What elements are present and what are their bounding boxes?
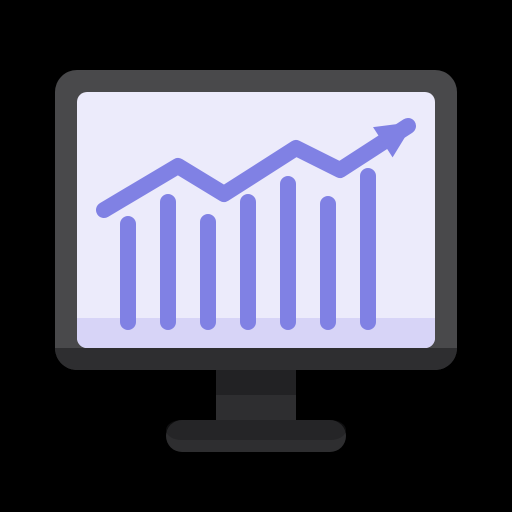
monitor-svg — [0, 0, 512, 512]
chart-bar-2 — [200, 214, 216, 330]
chart-bar-1 — [160, 194, 176, 330]
chart-bar-6 — [360, 168, 376, 330]
monitor-neck-shadow — [216, 370, 296, 395]
chart-bar-4 — [280, 176, 296, 330]
chart-bar-5 — [320, 196, 336, 330]
monitor-base-shadow — [166, 420, 346, 440]
chart-bar-3 — [240, 194, 256, 330]
chart-bar-0 — [120, 216, 136, 330]
monitor-bezel-shadow — [55, 348, 457, 370]
analytics-monitor-icon — [0, 0, 512, 512]
